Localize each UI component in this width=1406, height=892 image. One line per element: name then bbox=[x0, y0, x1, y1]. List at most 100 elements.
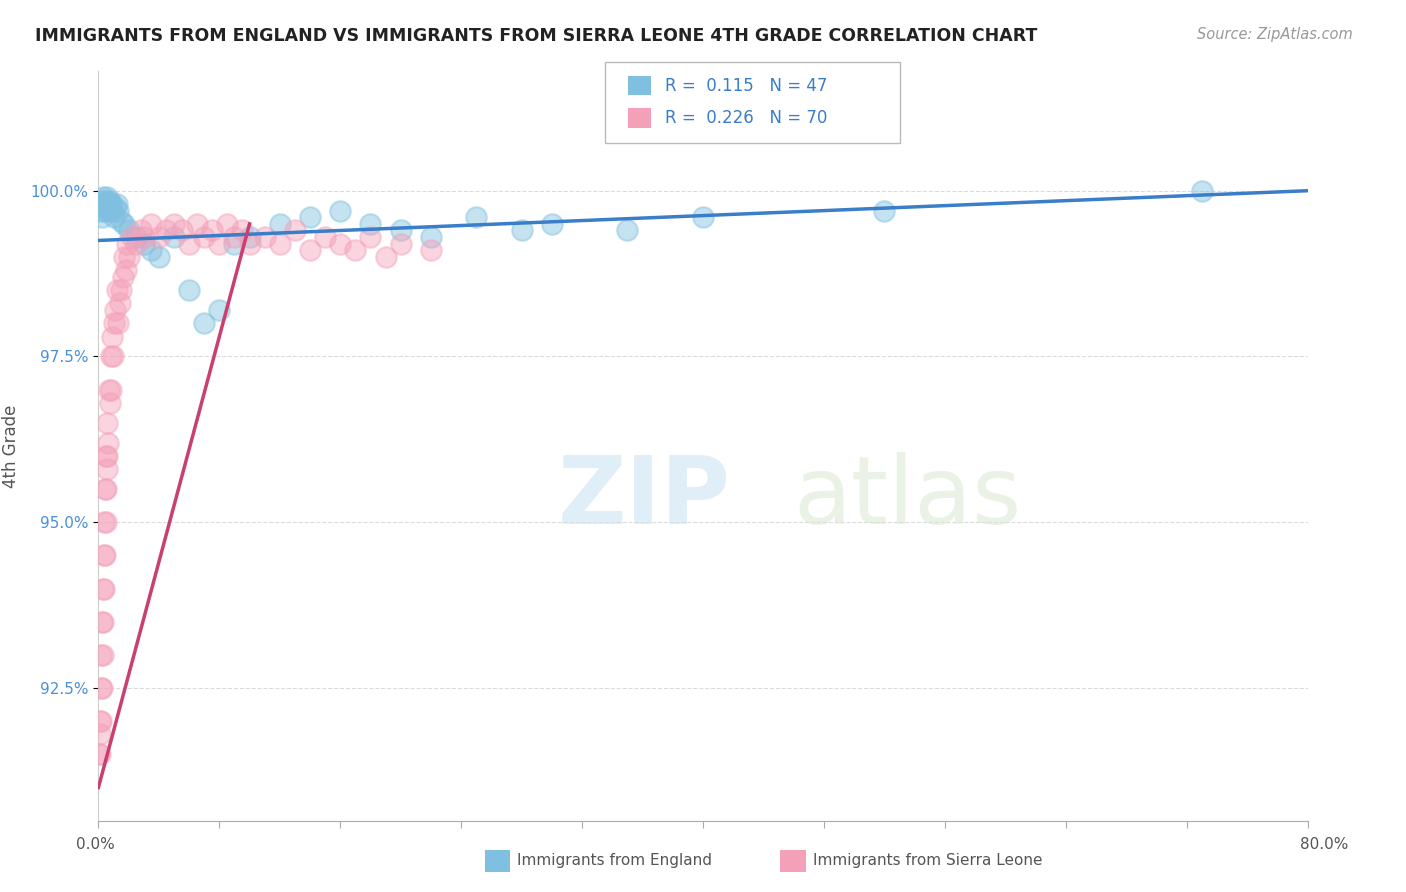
Point bbox=[208, 303, 231, 318]
Point bbox=[193, 316, 215, 330]
Point bbox=[208, 236, 231, 251]
Point bbox=[112, 250, 135, 264]
Point bbox=[224, 230, 246, 244]
Point bbox=[105, 197, 128, 211]
Point bbox=[389, 236, 412, 251]
Point bbox=[132, 230, 155, 244]
Point bbox=[93, 200, 115, 214]
Point bbox=[170, 223, 193, 237]
Point bbox=[107, 203, 129, 218]
Point bbox=[96, 449, 118, 463]
Point bbox=[103, 316, 125, 330]
Point bbox=[104, 200, 127, 214]
Point bbox=[94, 482, 117, 496]
Point bbox=[100, 197, 122, 211]
Point bbox=[269, 217, 291, 231]
Point bbox=[186, 217, 208, 231]
Point bbox=[125, 236, 148, 251]
Point bbox=[179, 236, 201, 251]
Point bbox=[299, 211, 322, 225]
Point bbox=[89, 747, 111, 762]
Text: Immigrants from England: Immigrants from England bbox=[517, 854, 713, 868]
Point bbox=[89, 727, 111, 741]
Point bbox=[89, 714, 111, 728]
Point bbox=[91, 615, 114, 629]
Point bbox=[93, 582, 115, 596]
Text: Source: ZipAtlas.com: Source: ZipAtlas.com bbox=[1197, 27, 1353, 42]
Point bbox=[163, 230, 186, 244]
Point bbox=[329, 203, 352, 218]
Point bbox=[96, 416, 118, 430]
Point bbox=[329, 236, 352, 251]
Point bbox=[155, 223, 177, 237]
Point bbox=[97, 435, 120, 450]
Text: 0.0%: 0.0% bbox=[76, 838, 115, 852]
Point bbox=[103, 211, 125, 225]
Text: 80.0%: 80.0% bbox=[1301, 838, 1348, 852]
Point bbox=[239, 236, 262, 251]
Point bbox=[107, 316, 129, 330]
Point bbox=[93, 549, 115, 563]
Point bbox=[101, 329, 124, 343]
Point bbox=[360, 217, 382, 231]
Point bbox=[115, 236, 138, 251]
Point bbox=[96, 190, 118, 204]
Text: Immigrants from Sierra Leone: Immigrants from Sierra Leone bbox=[813, 854, 1042, 868]
Point bbox=[105, 283, 128, 297]
Point bbox=[111, 269, 134, 284]
Point bbox=[90, 648, 112, 662]
Point bbox=[101, 203, 124, 218]
Point bbox=[94, 549, 117, 563]
Point bbox=[193, 230, 215, 244]
Point bbox=[125, 230, 148, 244]
Point bbox=[239, 230, 262, 244]
Point bbox=[129, 223, 152, 237]
Point bbox=[269, 236, 291, 251]
Point bbox=[108, 296, 131, 310]
Point bbox=[94, 449, 117, 463]
Text: R =  0.226   N = 70: R = 0.226 N = 70 bbox=[665, 109, 827, 127]
Point bbox=[104, 303, 127, 318]
Point bbox=[94, 203, 117, 218]
Point bbox=[224, 236, 246, 251]
Text: IMMIGRANTS FROM ENGLAND VS IMMIGRANTS FROM SIERRA LEONE 4TH GRADE CORRELATION CH: IMMIGRANTS FROM ENGLAND VS IMMIGRANTS FR… bbox=[35, 27, 1038, 45]
Point bbox=[98, 203, 121, 218]
Point bbox=[91, 190, 114, 204]
Point bbox=[314, 230, 336, 244]
Point bbox=[93, 197, 115, 211]
Point bbox=[91, 615, 114, 629]
Point bbox=[96, 200, 118, 214]
Point bbox=[94, 515, 117, 529]
Point bbox=[692, 211, 714, 225]
Y-axis label: 4th Grade: 4th Grade bbox=[1, 404, 20, 488]
Point bbox=[100, 200, 122, 214]
Point bbox=[163, 217, 186, 231]
Point bbox=[96, 462, 118, 476]
Point bbox=[98, 194, 121, 208]
Point bbox=[179, 283, 201, 297]
Point bbox=[344, 244, 367, 258]
Point bbox=[201, 223, 224, 237]
Point bbox=[510, 223, 533, 237]
Point bbox=[90, 681, 112, 695]
Point bbox=[141, 244, 163, 258]
Point bbox=[110, 283, 132, 297]
Point bbox=[98, 396, 121, 410]
Point bbox=[101, 350, 124, 364]
Point bbox=[100, 350, 122, 364]
Point bbox=[114, 263, 136, 277]
Point bbox=[110, 213, 132, 227]
Point bbox=[89, 747, 111, 762]
Point bbox=[215, 217, 238, 231]
Point bbox=[231, 223, 253, 237]
Point bbox=[148, 250, 170, 264]
Point bbox=[91, 648, 114, 662]
Point bbox=[90, 681, 112, 695]
Point bbox=[616, 223, 638, 237]
Point bbox=[132, 236, 155, 251]
Point bbox=[360, 230, 382, 244]
Point bbox=[1191, 184, 1213, 198]
Point bbox=[873, 203, 896, 218]
Point bbox=[540, 217, 562, 231]
Point bbox=[141, 217, 163, 231]
